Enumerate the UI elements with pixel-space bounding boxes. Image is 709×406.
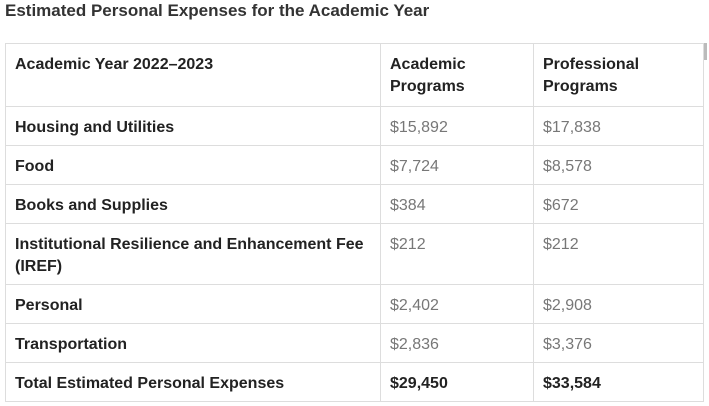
row-label: Personal [5, 284, 381, 324]
cost-cell: $2,836 [380, 323, 534, 363]
row-label: Housing and Utilities [5, 106, 381, 146]
cost-cell: $672 [533, 184, 704, 224]
cost-cell: $8,578 [533, 145, 704, 185]
cost-cell: $7,724 [380, 145, 534, 185]
header-cell: Academic Year 2022–2023 [5, 43, 381, 107]
expenses-table: Academic Year 2022–2023 Academic Program… [5, 43, 704, 402]
table-row: Housing and Utilities $15,892 $17,838 [5, 106, 704, 146]
scrollbar [704, 43, 707, 60]
table-row: Institutional Resilience and Enhancement… [5, 223, 704, 285]
row-label: Transportation [5, 323, 381, 363]
header-cell: Academic Programs [380, 43, 534, 107]
cost-cell: $29,450 [380, 362, 534, 402]
cost-cell: $2,402 [380, 284, 534, 324]
page-title: Estimated Personal Expenses for the Acad… [5, 1, 430, 20]
header-cell: Professional Programs [533, 43, 704, 107]
table-row: Total Estimated Personal Expenses $29,450… [5, 362, 704, 402]
cost-cell: $3,376 [533, 323, 704, 363]
cost-cell: $17,838 [533, 106, 704, 146]
cost-cell: $33,584 [533, 362, 704, 402]
table-body: Housing and Utilities $15,892 $17,838 Food $… [5, 106, 704, 402]
table-row: Food $7,724 $8,578 [5, 145, 704, 185]
row-label: Food [5, 145, 381, 185]
table-row: Transportation $2,836 $3,376 [5, 323, 704, 363]
cost-cell: $15,892 [380, 106, 534, 146]
table-row: Personal $2,402 $2,908 [5, 284, 704, 324]
header-row: Academic Year 2022–2023 Academic Program… [5, 43, 704, 107]
cost-cell: $384 [380, 184, 534, 224]
table-row: Books and Supplies $384 $672 [5, 184, 704, 224]
cost-cell: $2,908 [533, 284, 704, 324]
row-label: Books and Supplies [5, 184, 381, 224]
row-label: Institutional Resilience and Enhancement… [5, 223, 381, 285]
row-label: Total Estimated Personal Expenses [5, 362, 381, 402]
cost-cell: $212 [533, 223, 704, 285]
cost-cell: $212 [380, 223, 534, 285]
